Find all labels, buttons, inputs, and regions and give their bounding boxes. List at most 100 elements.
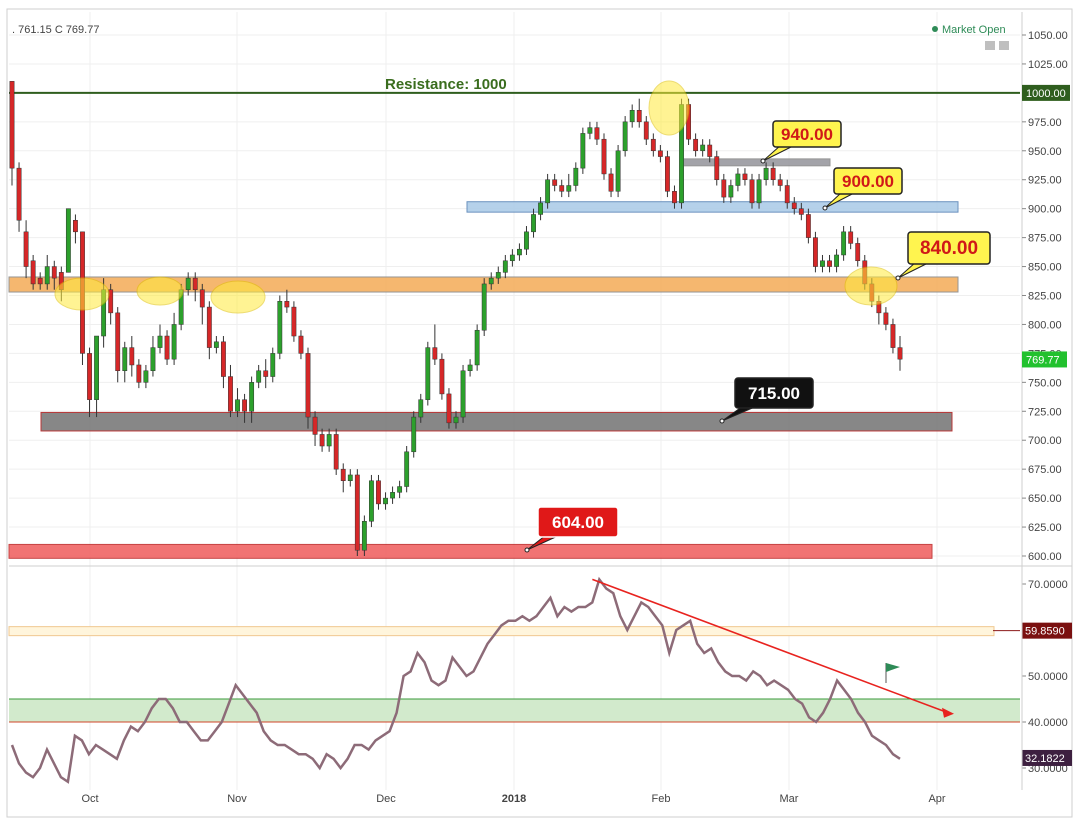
rsi-tick-label: 40.0000 <box>1028 717 1068 729</box>
candle-up <box>587 127 593 134</box>
market-status: Market Open <box>942 24 1006 36</box>
candle-up <box>481 283 487 331</box>
candle-up <box>256 370 262 383</box>
rsi-current-label: 32.1822 <box>1025 753 1065 765</box>
candle-down <box>312 416 318 435</box>
candle-down <box>221 341 226 377</box>
candle-down <box>665 156 670 192</box>
candle-down <box>552 179 558 186</box>
candle-up <box>517 248 522 256</box>
callout-anchor <box>822 205 828 211</box>
candle-down <box>319 434 325 447</box>
candle-up <box>213 341 219 348</box>
candle-up <box>270 353 276 377</box>
rsi-trend-arrow <box>942 707 954 718</box>
market-status-dot <box>932 26 938 32</box>
candle-up <box>235 399 240 412</box>
candle-down <box>777 179 783 186</box>
candle-down <box>721 179 727 198</box>
chart-border <box>6 8 1073 818</box>
candle-up <box>756 179 762 204</box>
pane-button-2[interactable] <box>999 41 1009 50</box>
candle-up <box>277 301 283 354</box>
candle-up <box>841 231 847 256</box>
candle-down <box>813 237 818 267</box>
candle-down <box>23 231 29 267</box>
callout-box <box>734 377 814 409</box>
candle-down <box>594 127 600 140</box>
candle-up <box>122 347 128 372</box>
candle-up <box>383 497 388 505</box>
price-tick-label: 925.00 <box>1028 175 1062 187</box>
callout-box <box>537 506 619 538</box>
candle-up <box>150 347 156 372</box>
ohlc-readout: . 761.15 C 769.77 <box>12 24 99 36</box>
candle-up <box>545 179 551 204</box>
candle-down <box>242 399 247 412</box>
candle-down <box>298 335 304 354</box>
candle-down <box>707 144 713 157</box>
candle-up <box>834 254 839 267</box>
rsi-tick-label: 50.0000 <box>1028 671 1068 683</box>
price-tick-label: 975.00 <box>1028 117 1062 129</box>
zone-940 <box>682 158 831 167</box>
price-tick-label: 875.00 <box>1028 233 1062 245</box>
candle-up <box>44 266 50 285</box>
candlesticks <box>9 80 903 556</box>
resistance-axis-tag <box>1022 84 1070 101</box>
candle-down <box>192 277 198 290</box>
candle-up <box>143 370 149 383</box>
rsi-line <box>10 576 901 784</box>
candle-down <box>749 179 755 204</box>
candle-up <box>502 260 508 273</box>
callout-label: 900.00 <box>842 172 894 191</box>
candle-down <box>284 301 290 308</box>
pane-button-1[interactable] <box>985 41 995 50</box>
candle-down <box>897 347 903 360</box>
candle-down <box>657 150 663 157</box>
candle-down <box>643 121 649 140</box>
candle-up <box>361 521 367 551</box>
candle-up <box>453 416 459 424</box>
callout-box <box>907 231 991 265</box>
flag-icon <box>886 663 900 672</box>
price-tick-label: 900.00 <box>1028 204 1062 216</box>
candle-down <box>559 185 565 192</box>
highlight-ellipse <box>844 266 898 306</box>
rsi-trend-line <box>592 578 949 714</box>
candle-down <box>439 358 445 395</box>
candle-down <box>87 353 92 400</box>
candle-up <box>185 277 191 290</box>
candle-down <box>9 81 15 169</box>
callout-label: 840.00 <box>920 238 978 259</box>
time-tick-label: Oct <box>81 793 98 805</box>
candle-down <box>791 202 797 209</box>
price-tick-label: 950.00 <box>1028 146 1062 158</box>
candle-down <box>333 434 339 470</box>
time-tick-label: Mar <box>780 793 799 805</box>
candle-down <box>129 347 135 366</box>
candle-down <box>73 219 78 233</box>
rsi-current-tag <box>1022 749 1072 766</box>
candle-up <box>369 480 374 522</box>
candle-up <box>404 451 410 487</box>
candle-down <box>206 306 212 348</box>
candle-down <box>340 468 346 481</box>
candle-down <box>164 335 170 360</box>
price-tick-label: 850.00 <box>1028 262 1062 274</box>
highlight-ellipse <box>136 276 184 306</box>
candle-down <box>199 289 205 308</box>
candle-up <box>820 260 825 267</box>
candle-up <box>700 144 706 152</box>
candle-down <box>855 243 861 262</box>
last-price-tag <box>1022 351 1067 368</box>
candle-up <box>615 150 621 192</box>
highlight-ellipse <box>648 80 690 136</box>
candle-up <box>467 364 473 372</box>
candle-up <box>418 399 424 418</box>
time-tick-label: Apr <box>928 793 945 805</box>
highlight-ellipse <box>210 280 266 314</box>
candle-up <box>425 347 431 400</box>
